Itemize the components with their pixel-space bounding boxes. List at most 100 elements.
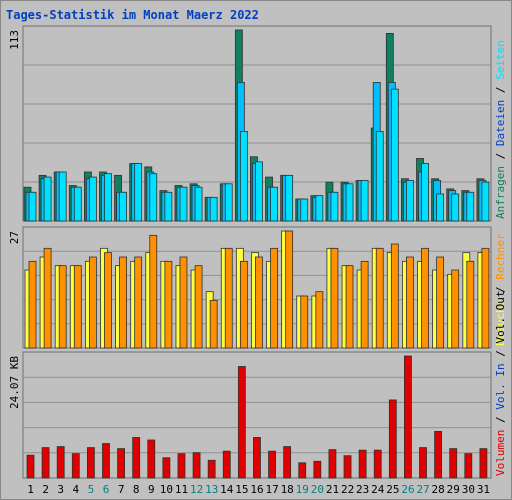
bar-volumen-day-19 — [298, 462, 307, 479]
bar-volumen-day-21 — [328, 449, 337, 479]
bar-rechner-day-25 — [390, 243, 399, 349]
x-tick-label: 22 — [341, 483, 354, 496]
bar-volumen-day-3 — [56, 446, 65, 479]
bar-seiten-day-8 — [134, 163, 143, 222]
bar-rechner-day-26 — [406, 256, 414, 349]
bar-seiten-day-6 — [104, 173, 112, 222]
bar-rechner-day-21 — [330, 247, 339, 349]
y-axis-max-label: 24.07 KB — [8, 356, 21, 409]
bar-seiten-day-28 — [436, 193, 445, 222]
x-tick-label: 14 — [220, 483, 234, 496]
bar-seiten-day-11 — [179, 186, 188, 222]
bar-seiten-day-15 — [239, 131, 248, 222]
bar-seiten-day-31 — [481, 181, 490, 222]
bar-rechner-day-13 — [209, 299, 218, 349]
x-tick-label: 15 — [235, 483, 248, 496]
legend-entry: Seiten — [494, 40, 507, 80]
x-tick-label: 17 — [265, 483, 278, 496]
bar-seiten-day-1 — [28, 191, 37, 222]
bar-seiten-day-24 — [375, 131, 384, 222]
bar-volumen-day-5 — [86, 447, 95, 479]
bar-rechner-day-29 — [451, 269, 460, 349]
bar-volumen-day-8 — [132, 437, 141, 479]
bar-seiten-day-5 — [88, 176, 97, 222]
bar-seiten-day-10 — [164, 191, 173, 222]
bar-seiten-day-20 — [315, 195, 324, 222]
bar-volumen-day-20 — [313, 460, 322, 479]
bar-seiten-day-12 — [194, 186, 203, 222]
bar-rechner-day-4 — [73, 265, 82, 349]
bar-volumen-day-1 — [26, 454, 35, 479]
bar-volumen-day-25 — [388, 399, 397, 479]
bar-volumen-day-26 — [404, 355, 412, 479]
x-tick-label: 6 — [103, 483, 110, 496]
bar-rechner-day-2 — [43, 247, 52, 349]
x-tick-label: 11 — [175, 483, 188, 496]
legend-entry: Volumen — [494, 430, 507, 476]
bar-rechner-day-6 — [104, 252, 112, 349]
x-tick-label: 5 — [88, 483, 95, 496]
x-tick-label: 26 — [401, 483, 414, 496]
bar-volumen-day-10 — [162, 457, 171, 479]
bar-rechner-day-15 — [239, 260, 248, 349]
legend-entry: Besuche — [494, 300, 507, 346]
x-tick-label: 4 — [73, 483, 80, 496]
bar-seiten-day-4 — [73, 186, 82, 222]
bar-seiten-day-17 — [270, 186, 278, 222]
bar-rechner-day-10 — [164, 260, 173, 349]
bar-rechner-day-16 — [255, 256, 263, 349]
bar-rechner-day-1 — [28, 260, 37, 349]
chart-title: Tages-Statistik im Monat Maerz 2022 — [6, 8, 259, 22]
bar-volumen-day-4 — [71, 453, 80, 479]
bar-volumen-day-31 — [479, 448, 488, 479]
bar-seiten-day-25 — [390, 88, 399, 222]
bar-volumen-day-14 — [222, 450, 231, 479]
x-tick-label: 13 — [205, 483, 218, 496]
legend-entry: Anfragen — [494, 166, 507, 219]
bar-rechner-day-7 — [119, 256, 127, 349]
bar-seiten-day-26 — [406, 180, 414, 222]
bar-volumen-day-18 — [283, 446, 292, 479]
side-legend: Besuche / Rechner — [494, 233, 507, 346]
bar-seiten-day-2 — [43, 176, 52, 222]
legend-entry: / — [494, 280, 507, 300]
bar-rechner-day-17 — [270, 247, 278, 349]
bar-rechner-day-9 — [149, 234, 158, 349]
x-tick-label: 29 — [447, 483, 460, 496]
bar-volumen-day-7 — [117, 448, 125, 479]
bar-rechner-day-30 — [466, 260, 475, 349]
x-tick-label: 19 — [296, 483, 309, 496]
bar-volumen-day-9 — [147, 439, 156, 479]
legend-entry: / — [494, 344, 507, 364]
bar-rechner-day-23 — [360, 260, 369, 349]
bar-seiten-day-30 — [466, 191, 475, 222]
bar-rechner-day-27 — [421, 247, 429, 349]
x-tick-label: 16 — [250, 483, 263, 496]
x-tick-label: 2 — [42, 483, 49, 496]
x-tick-label: 1 — [27, 483, 34, 496]
bar-seiten-day-23 — [360, 180, 369, 222]
bar-seiten-day-7 — [119, 191, 127, 222]
legend-entry: Dateien — [494, 100, 507, 146]
side-legend: Volumen / Vol. In / Vol. Out — [494, 291, 507, 476]
bar-volumen-day-2 — [41, 447, 50, 479]
x-tick-label: 28 — [432, 483, 445, 496]
bar-rechner-day-18 — [285, 230, 294, 349]
bar-seiten-day-9 — [149, 173, 158, 222]
bar-rechner-day-22 — [345, 265, 354, 349]
bar-rechner-day-28 — [436, 256, 445, 349]
bar-volumen-day-11 — [177, 453, 186, 479]
x-tick-label: 9 — [148, 483, 155, 496]
bar-volumen-day-16 — [253, 437, 261, 479]
bar-seiten-day-3 — [58, 171, 67, 222]
bar-rechner-day-20 — [315, 291, 324, 349]
x-tick-label: 10 — [160, 483, 173, 496]
x-tick-label: 31 — [477, 483, 490, 496]
x-tick-label: 18 — [281, 483, 294, 496]
panel-middle: 27 Besuche / Rechner — [8, 226, 507, 349]
panel-bottom: 24.07 KB Volumen / Vol. In / Vol. Out — [8, 291, 507, 479]
legend-entry: Vol. In — [494, 363, 507, 409]
bar-volumen-day-24 — [373, 449, 382, 479]
x-tick-label: 24 — [371, 483, 385, 496]
